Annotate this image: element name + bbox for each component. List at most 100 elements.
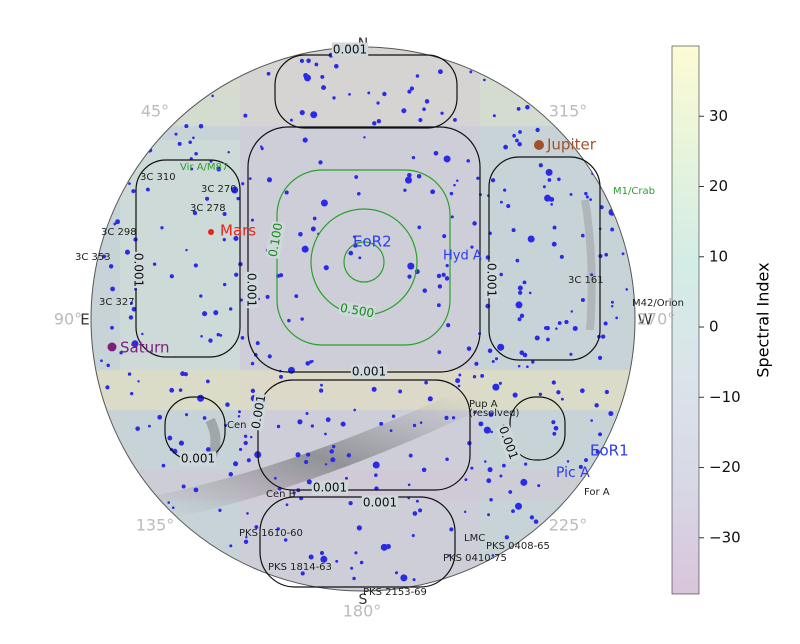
point-source [222, 282, 227, 287]
point-source [177, 141, 182, 146]
point-source [527, 235, 535, 243]
point-source [589, 198, 592, 201]
point-source [590, 419, 593, 422]
point-source [110, 325, 114, 330]
source-label: M1/Crab [613, 186, 655, 197]
point-source [560, 397, 564, 401]
point-source [310, 424, 314, 428]
point-source [407, 262, 415, 270]
point-source [273, 476, 277, 480]
point-source [512, 133, 516, 138]
point-source [213, 310, 219, 316]
point-source [340, 421, 346, 427]
contour-label-bg [265, 220, 286, 260]
compass-label: 135° [136, 516, 175, 535]
colorbar-label: Spectral Index [754, 262, 773, 377]
point-source [167, 501, 171, 504]
compass-label: 90° [54, 310, 82, 329]
point-source [312, 216, 317, 221]
point-source [225, 402, 230, 407]
point-source [522, 280, 527, 285]
point-source [309, 360, 313, 364]
point-source [305, 361, 311, 366]
point-source [130, 391, 134, 396]
point-source [525, 104, 530, 110]
point-source [517, 317, 522, 322]
point-source [444, 415, 449, 420]
point-source [484, 460, 487, 463]
point-source [367, 91, 371, 95]
point-source [538, 163, 543, 168]
point-source [519, 313, 525, 319]
point-source [303, 74, 311, 82]
point-source [128, 182, 131, 185]
point-source [198, 123, 204, 129]
point-source [202, 311, 208, 317]
point-source [526, 365, 529, 368]
point-source [518, 130, 522, 134]
source-label: Cen B [266, 489, 296, 500]
point-source [188, 140, 192, 144]
source-label: PKS 2153-69 [363, 587, 427, 598]
point-source [604, 252, 609, 257]
point-source [491, 554, 495, 557]
point-source [320, 74, 325, 79]
point-source [515, 301, 523, 309]
point-source [359, 560, 364, 565]
point-source [436, 303, 441, 308]
point-source [131, 340, 139, 348]
point-source [391, 414, 396, 418]
y-tick-label: 30 [709, 107, 728, 125]
source-label: 3C 353 [75, 252, 111, 263]
point-source [533, 519, 539, 524]
y-tick-label: 10 [709, 247, 728, 265]
point-source [389, 429, 393, 433]
contour-label-bg [248, 392, 269, 432]
point-source [243, 434, 248, 439]
compass-label: 270° [637, 310, 676, 329]
source-label: Jupiter [546, 136, 597, 154]
point-source [598, 432, 603, 437]
point-source [157, 414, 163, 420]
point-source [569, 352, 573, 356]
point-source [478, 421, 484, 427]
point-source [544, 194, 552, 202]
point-source [547, 178, 552, 182]
point-source [167, 435, 173, 441]
point-source [503, 144, 508, 150]
point-source [549, 196, 555, 202]
point-source [427, 396, 433, 402]
contour-label-bg [179, 451, 217, 466]
point-source [320, 383, 323, 387]
point-source [580, 233, 585, 238]
y-tick-label: −30 [709, 528, 741, 546]
point-source [135, 426, 140, 431]
point-source [480, 373, 485, 378]
source-label: M42/Orion [632, 298, 684, 309]
point-source [371, 386, 377, 392]
source-label: PKS 0410-75 [443, 553, 507, 564]
point-source [376, 101, 380, 105]
point-source [233, 235, 239, 241]
point-source [279, 374, 283, 379]
point-source [234, 272, 239, 277]
source-label: PKS 1814-63 [268, 562, 332, 573]
point-source [200, 334, 203, 338]
point-source [494, 357, 499, 361]
point-source [430, 189, 436, 195]
point-source [299, 58, 305, 63]
point-source [418, 118, 423, 123]
compass-label: S [359, 592, 368, 608]
point-source [570, 310, 574, 313]
point-source [345, 476, 348, 480]
point-source [499, 272, 503, 277]
point-source [300, 317, 304, 321]
contour-label: 0.001 [485, 263, 499, 297]
contour-label: 0.001 [352, 365, 386, 379]
point-source [585, 195, 589, 199]
point-source [218, 508, 222, 512]
point-source [552, 225, 557, 230]
point-source [205, 196, 210, 201]
point-source [489, 497, 493, 502]
point-source [491, 360, 495, 364]
